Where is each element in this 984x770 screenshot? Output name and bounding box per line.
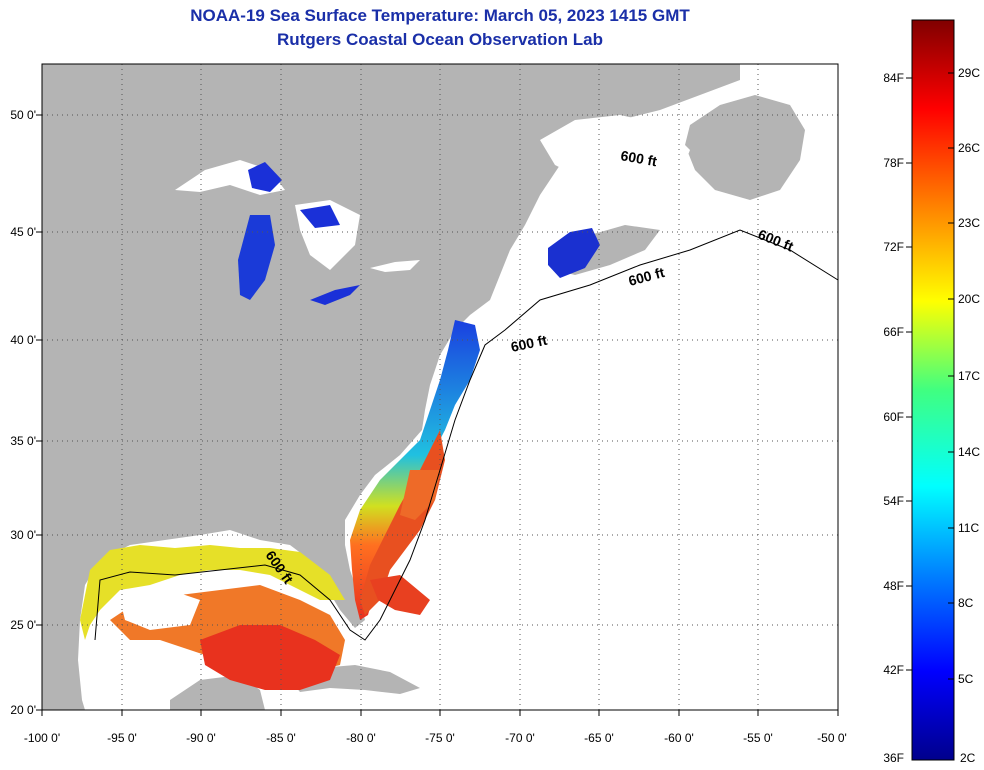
gulf-st-lawrence [540,115,690,190]
contour-600ft-line [94,229,839,641]
colorbar-c-label: 26C [958,141,980,155]
colorbar-c-label: 5C [958,672,974,686]
tick-marks [36,114,839,716]
colorbar-f-label: 60F [883,410,904,424]
lon-label: -50 0' [817,731,847,745]
colorbar-ticks-c [948,72,954,680]
colorbar [911,19,955,761]
colorbar-c-label: 20C [958,292,980,306]
cold-water-gulf-of-maine [548,228,600,278]
colorbar-c-label: 14C [958,445,980,459]
lat-label: 35 0' [10,434,36,448]
lat-label: 20 0' [10,703,36,717]
lake-ontario [370,260,420,272]
colorbar-f-label: 48F [883,579,904,593]
lon-label: -65 0' [584,731,614,745]
lake-erie [310,285,360,305]
colorbar-f-label: 54F [883,494,904,508]
lon-label: -95 0' [107,731,137,745]
colorbar-c-label: 23C [958,216,980,230]
lon-label: -70 0' [505,731,535,745]
map-subtitle: Rutgers Coastal Ocean Observation Lab [277,30,603,49]
lat-label: 40 0' [10,333,36,347]
contour-label-4: 600 ft [509,332,548,355]
colorbar-c-label: 8C [958,596,974,610]
colorbar-f-label: 66F [883,325,904,339]
land-north-america [42,64,740,710]
map-title: NOAA-19 Sea Surface Temperature: March 0… [190,6,690,25]
colorbar-f-label: 42F [883,663,904,677]
land-newfoundland [685,95,805,200]
lon-label: -100 0' [24,731,60,745]
contour-label-1: 600 ft [619,147,658,169]
lake-huron-cold [300,205,340,228]
colorbar-f-label: 36F [883,751,904,765]
colorbar-ticks-f [906,77,912,671]
lat-label: 30 0' [10,528,36,542]
lon-label: -60 0' [664,731,694,745]
colorbar-c-label: 17C [958,369,980,383]
gulf-hot-south [200,625,340,690]
lat-label: 50 0' [10,108,36,122]
bahamas-warm [370,575,430,615]
lon-label: -75 0' [425,731,455,745]
colorbar-c-label: 2C [960,751,976,765]
lon-label: -80 0' [346,731,376,745]
colorbar-f-label: 78F [883,156,904,170]
lake-superior-cold [248,162,282,192]
lat-label: 45 0' [10,225,36,239]
colorbar-f-label: 84F [883,71,904,85]
lat-label: 25 0' [10,618,36,632]
colorbar-c-label: 29C [958,66,980,80]
lon-label: -85 0' [266,731,296,745]
colorbar-c-label: 11C [958,521,979,535]
lon-label: -90 0' [186,731,216,745]
land-yucatan [170,675,265,710]
lon-label: -55 0' [743,731,773,745]
lake-michigan [238,215,275,300]
gulf-cloud-patch [120,590,200,630]
warm-patches-atlantic [400,470,440,520]
colorbar-f-label: 72F [883,240,904,254]
